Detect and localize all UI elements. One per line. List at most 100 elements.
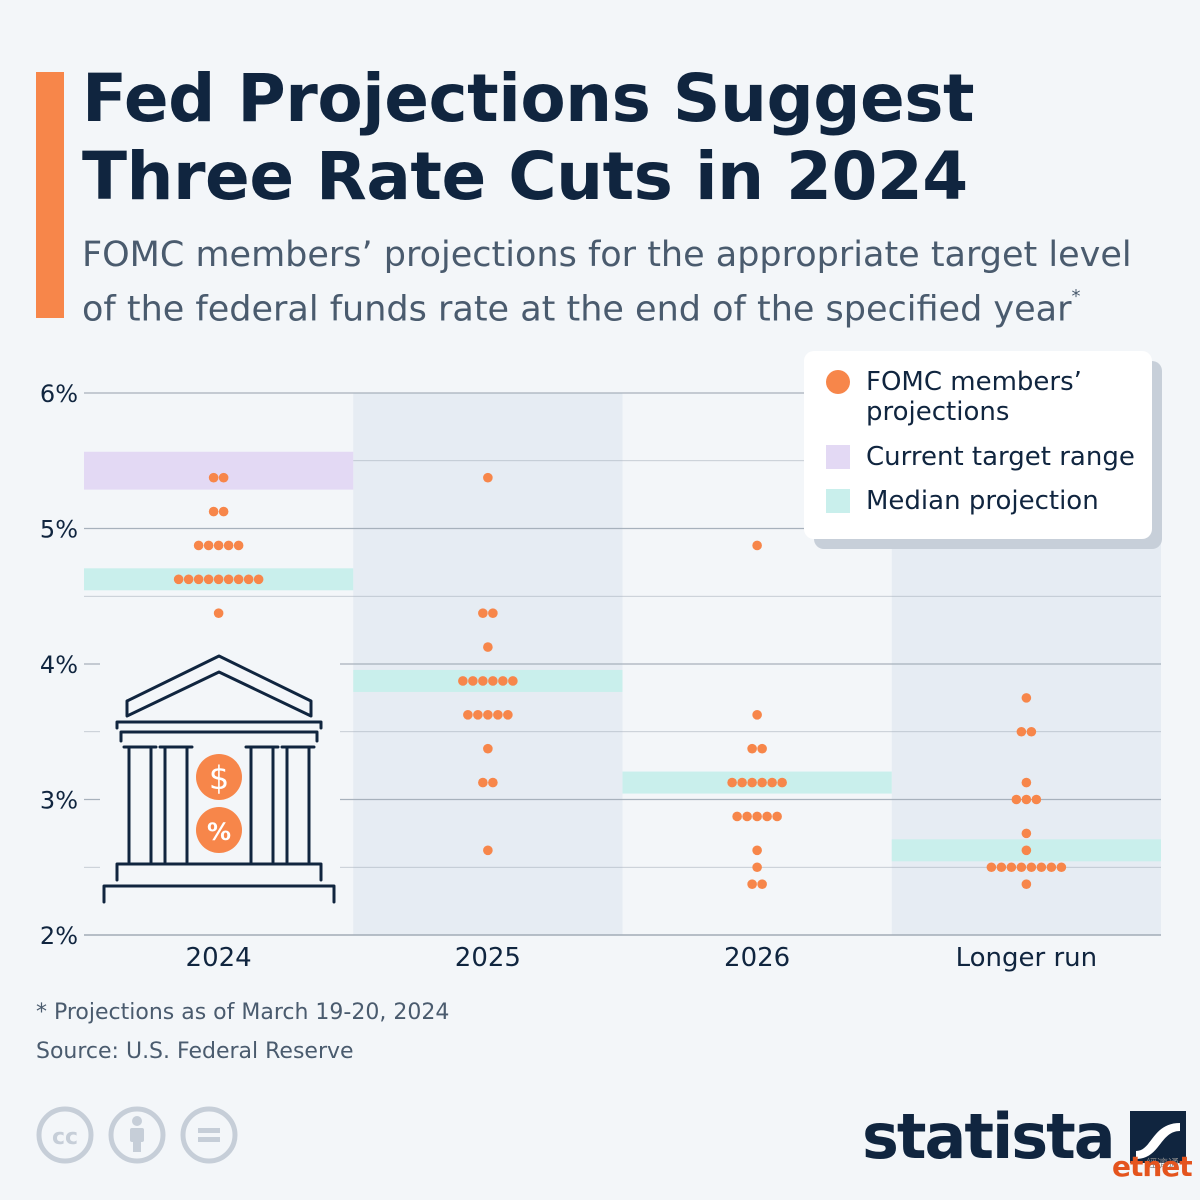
projection-dot bbox=[752, 862, 762, 873]
projection-dot bbox=[747, 879, 757, 889]
statista-logo[interactable]: statista bbox=[862, 1100, 1188, 1173]
projection-dot bbox=[986, 862, 997, 873]
projection-dot bbox=[483, 642, 493, 652]
projection-dot bbox=[747, 777, 757, 788]
legend-swatch-median bbox=[826, 489, 850, 513]
dollar-icon bbox=[196, 754, 242, 800]
projection-dot bbox=[737, 777, 747, 788]
projection-dot bbox=[508, 676, 518, 686]
projection-dot bbox=[742, 811, 752, 822]
title-line-1: Fed Projections Suggest bbox=[82, 60, 975, 137]
legend-label-projections: FOMC members’ projections bbox=[866, 367, 1082, 427]
median-projection-band bbox=[353, 669, 623, 692]
projection-dot bbox=[493, 710, 503, 720]
legend-item-median: Median projection bbox=[826, 486, 1099, 516]
projection-dot bbox=[757, 743, 767, 754]
projection-dot bbox=[752, 811, 762, 822]
projection-dot bbox=[767, 777, 777, 788]
y-tick-label: 5% bbox=[40, 516, 78, 544]
page-title: Fed Projections Suggest Three Rate Cuts … bbox=[82, 60, 1182, 216]
projection-dot bbox=[483, 743, 493, 754]
projection-dot bbox=[1026, 726, 1037, 737]
legend-dot-marker bbox=[826, 370, 850, 394]
projection-dot bbox=[243, 574, 254, 585]
cc-icon[interactable]: cc bbox=[36, 1106, 94, 1164]
projection-dot bbox=[223, 574, 234, 585]
etnet-watermark: etnet bbox=[1112, 1150, 1193, 1183]
projection-dot bbox=[1021, 828, 1032, 839]
source-note: Source: U.S. Federal Reserve bbox=[36, 1039, 354, 1064]
svg-text:cc: cc bbox=[52, 1125, 78, 1150]
y-tick-label: 4% bbox=[40, 651, 78, 679]
projection-dot bbox=[1031, 794, 1042, 805]
legend-label-projections-line1: FOMC members’ bbox=[866, 367, 1082, 397]
attribution-icon[interactable] bbox=[108, 1106, 166, 1164]
projection-dot bbox=[498, 676, 508, 686]
projection-dot bbox=[193, 540, 204, 551]
projection-dot bbox=[203, 540, 214, 551]
title-line-2: Three Rate Cuts in 2024 bbox=[82, 138, 968, 215]
svg-text:$: $ bbox=[209, 759, 229, 797]
projection-dot bbox=[503, 710, 513, 720]
legend-swatch-current-range bbox=[826, 445, 850, 469]
x-tick-label: 2024 bbox=[186, 943, 252, 973]
projection-dot bbox=[1036, 862, 1047, 873]
x-tick-label: Longer run bbox=[956, 943, 1098, 973]
projection-dot bbox=[732, 811, 742, 822]
bank-building-icon: $ % bbox=[100, 654, 340, 904]
projection-dot bbox=[218, 506, 229, 517]
subtitle-line-2: of the federal funds rate at the end of … bbox=[82, 289, 1072, 330]
projection-dot bbox=[488, 777, 498, 788]
watermark-chinese: 經濟通 bbox=[1146, 1157, 1179, 1170]
projection-dot bbox=[478, 777, 488, 788]
projection-dot bbox=[996, 862, 1007, 873]
projection-dot bbox=[1021, 794, 1032, 805]
projection-dot bbox=[1021, 777, 1032, 788]
projection-dot bbox=[233, 540, 244, 551]
projection-dot bbox=[1021, 845, 1032, 856]
y-tick-label: 2% bbox=[40, 922, 78, 950]
brand-name: statista bbox=[862, 1100, 1116, 1173]
projection-dot bbox=[233, 574, 244, 585]
projection-dot bbox=[223, 540, 234, 551]
projection-dot bbox=[752, 710, 762, 720]
x-tick-label: 2025 bbox=[455, 943, 521, 973]
x-tick-label: 2026 bbox=[724, 943, 790, 973]
svg-text:%: % bbox=[207, 818, 231, 846]
no-derivatives-icon[interactable] bbox=[180, 1106, 238, 1164]
projection-dot bbox=[483, 472, 493, 483]
projection-dot bbox=[1016, 726, 1027, 737]
projection-dot bbox=[752, 845, 762, 856]
projection-dot bbox=[213, 608, 224, 618]
projection-dot bbox=[463, 710, 473, 720]
chart-legend: FOMC members’ projections Current target… bbox=[804, 351, 1152, 539]
subtitle-footnote-marker: * bbox=[1071, 286, 1081, 307]
statista-logo-icon bbox=[1129, 1110, 1186, 1163]
page-subtitle: FOMC members’ projections for the approp… bbox=[82, 231, 1182, 334]
y-tick-label: 3% bbox=[40, 787, 78, 815]
projection-dot bbox=[772, 811, 782, 822]
projection-dot bbox=[1026, 862, 1037, 873]
projection-dot bbox=[173, 574, 184, 585]
projection-dot bbox=[1016, 862, 1027, 873]
legend-item-projections: FOMC members’ projections bbox=[826, 367, 1082, 427]
projection-dot bbox=[183, 574, 194, 585]
current-target-range-band bbox=[84, 451, 354, 490]
footnote: * Projections as of March 19-20, 2024 bbox=[36, 1000, 450, 1025]
projection-dot bbox=[253, 574, 264, 585]
legend-label-median: Median projection bbox=[866, 486, 1099, 516]
projection-dot bbox=[478, 676, 488, 686]
title-accent-bar bbox=[36, 72, 64, 318]
projection-dot bbox=[1011, 794, 1022, 805]
projection-dot bbox=[483, 710, 493, 720]
legend-label-projections-line2: projections bbox=[866, 397, 1010, 427]
projection-dot bbox=[208, 472, 219, 483]
projection-dot bbox=[458, 676, 468, 686]
projection-dot bbox=[488, 676, 498, 686]
projection-dot bbox=[1021, 879, 1032, 889]
projection-dot bbox=[203, 574, 214, 585]
projection-dot bbox=[757, 879, 767, 889]
legend-label-current-range: Current target range bbox=[866, 442, 1135, 472]
projection-dot bbox=[747, 743, 757, 754]
projection-dot bbox=[1056, 862, 1067, 873]
